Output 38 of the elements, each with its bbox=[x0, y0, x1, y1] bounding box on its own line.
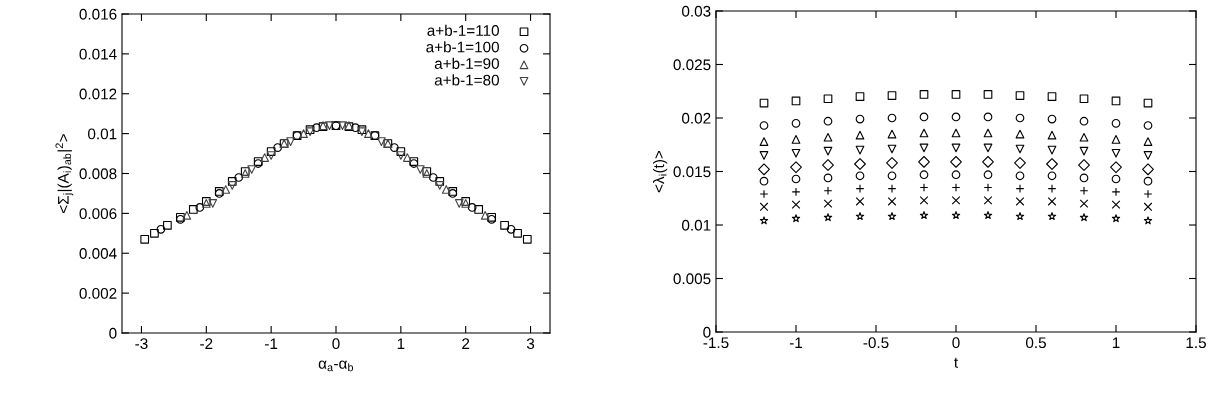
x-tick-label: 0 bbox=[952, 337, 960, 349]
x-tick-label: 2 bbox=[462, 338, 470, 349]
legend-label: a+b-1=80 bbox=[434, 74, 499, 86]
y-tick-label: 0.025 bbox=[673, 59, 711, 71]
x-tick-label: 0.5 bbox=[1025, 337, 1046, 349]
x-tick-label: -1 bbox=[789, 337, 803, 348]
y-tick-label: 0.014 bbox=[79, 48, 117, 60]
y-tick-label: 0.016 bbox=[79, 8, 117, 20]
y-tick-label: 0.004 bbox=[79, 248, 117, 259]
text: <Σ$_{j}$|(A$_{i}$)$_{ab}$|$^{2}$> bbox=[55, 134, 74, 213]
x-tick-label: -3 bbox=[135, 338, 148, 350]
x-tick-label: -2 bbox=[200, 338, 213, 349]
y-tick-label: 0.008 bbox=[79, 168, 117, 180]
y-tick-label: 0 bbox=[109, 327, 117, 339]
y-tick-label: 0.01 bbox=[88, 128, 117, 140]
y-axis-title: <λ$_{i}$(t)> bbox=[652, 150, 668, 193]
y-tick-label: 0.002 bbox=[79, 287, 117, 299]
y-tick-label: 0.01 bbox=[682, 219, 711, 231]
x-tick-label: -1 bbox=[265, 338, 278, 349]
y-tick-label: 0.012 bbox=[79, 88, 117, 100]
legend-label: a+b-1=110 bbox=[427, 24, 499, 36]
y-tick-label: 0.03 bbox=[682, 5, 711, 17]
x-tick-label: 1.5 bbox=[1186, 337, 1206, 349]
x-axis-title: α$_{a}$-α$_{b}$ bbox=[318, 360, 354, 372]
x-tick-label: 3 bbox=[526, 338, 535, 350]
legend-label: a+b-1=100 bbox=[426, 41, 499, 53]
y-tick-label: 0.02 bbox=[682, 112, 711, 124]
y-tick-label: 0.005 bbox=[673, 273, 711, 285]
x-tick-label: -0.5 bbox=[863, 337, 889, 349]
x-tick-label: 0 bbox=[332, 338, 340, 350]
x-axis-title: t bbox=[954, 357, 959, 368]
x-tick-label: 1 bbox=[397, 338, 405, 349]
y-tick-label: 0.006 bbox=[79, 208, 117, 220]
y-tick-label: 0 bbox=[703, 326, 711, 338]
y-tick-label: 0.015 bbox=[673, 166, 711, 178]
x-tick-label: -1.5 bbox=[703, 337, 729, 349]
legend-label: a+b-1=90 bbox=[434, 57, 499, 69]
x-tick-label: 1 bbox=[1112, 337, 1120, 348]
